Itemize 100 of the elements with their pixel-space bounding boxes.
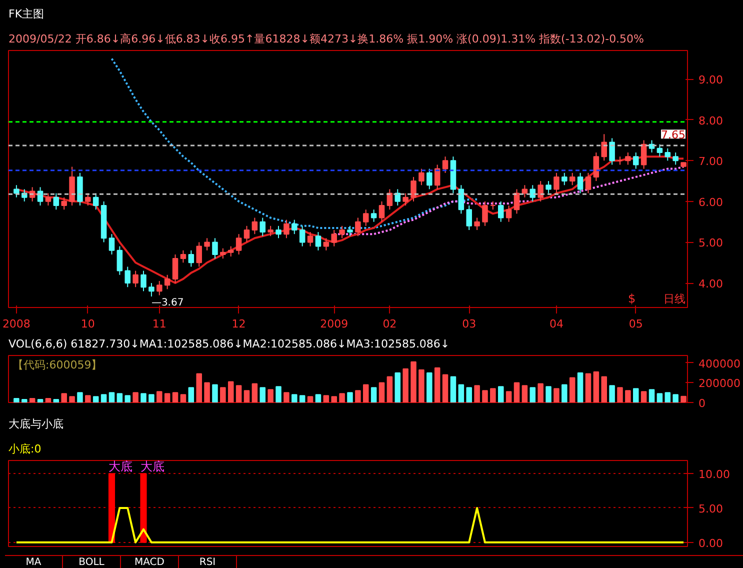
candlestick — [569, 172, 576, 186]
bar — [648, 389, 655, 402]
bar — [188, 387, 194, 402]
candlestick — [196, 242, 202, 268]
candlestick — [45, 192, 52, 206]
candlestick — [268, 225, 274, 237]
candlestick — [140, 270, 146, 292]
candlestick — [315, 232, 322, 251]
candlestick — [252, 217, 258, 235]
annotation: 大底 — [140, 460, 165, 474]
y-tick-label: 9.00 — [698, 74, 723, 87]
bar — [331, 396, 337, 402]
chart-title: FK主图 — [8, 8, 44, 20]
annotation: 【代码:600059】 — [12, 358, 102, 372]
candlestick — [514, 188, 520, 214]
bar — [260, 387, 266, 402]
bar — [434, 367, 440, 402]
bar — [323, 395, 330, 402]
x-tick-label: 05 — [628, 318, 643, 330]
bar — [680, 396, 686, 402]
bar — [37, 399, 44, 402]
bar — [92, 396, 99, 402]
candlestick — [664, 148, 671, 162]
candlestick — [585, 172, 592, 194]
bar — [77, 392, 83, 402]
candlestick — [672, 152, 678, 166]
bar — [132, 392, 138, 402]
candlestick — [323, 238, 330, 251]
y-tick-label: 8.00 — [698, 114, 723, 128]
bar — [29, 398, 36, 402]
candlestick — [458, 184, 464, 214]
x-tick-label: 2008 — [2, 318, 30, 330]
bar — [490, 388, 496, 402]
bar — [386, 376, 393, 402]
bar — [228, 381, 234, 402]
y-tick-label: 5.00 — [698, 502, 723, 516]
y-tick-label: 200000 — [698, 377, 740, 390]
candlestick — [633, 152, 639, 170]
annotation: 7.65 — [661, 128, 686, 142]
candlestick — [53, 192, 60, 210]
bar — [546, 386, 552, 402]
bar — [355, 390, 361, 402]
bar — [530, 387, 536, 402]
candlestick — [546, 180, 552, 194]
bar — [514, 382, 520, 402]
candlestick — [307, 232, 314, 247]
bar — [220, 387, 226, 402]
bar — [474, 385, 480, 402]
bar — [69, 396, 75, 402]
bar — [370, 387, 377, 402]
annotation: 大底 — [108, 460, 133, 474]
chart-subtitle: 2009/05/22 开6.86↓高6.96↓低6.83↓收6.95↑量61828↓额4273↓换1.86% 振1.90% 涨(0.09)1.31% 指数(-13.02)-0.50% — [8, 32, 644, 46]
candlestick — [292, 219, 298, 235]
candlestick — [466, 205, 472, 230]
x-tick-label: 2009 — [320, 318, 348, 330]
bar — [410, 361, 416, 402]
candlestick — [347, 225, 353, 237]
bar — [148, 394, 154, 402]
bar — [204, 382, 210, 402]
y-tick-label: 0 — [698, 397, 706, 410]
bar — [196, 373, 202, 402]
candlestick — [108, 234, 115, 255]
bar — [466, 387, 472, 402]
candlestick — [339, 225, 345, 239]
bar — [156, 391, 162, 402]
bar — [538, 383, 544, 402]
bar — [124, 395, 131, 402]
candlestick — [164, 274, 170, 290]
x-tick-label: 10 — [80, 318, 95, 330]
bar — [609, 385, 615, 402]
bar — [268, 389, 274, 402]
bar — [482, 390, 488, 402]
bar — [276, 386, 282, 402]
text: MA — [5, 556, 63, 568]
bar — [284, 392, 290, 402]
bar — [14, 398, 20, 402]
bar — [347, 392, 353, 402]
candlestick — [61, 196, 67, 210]
candlestick — [530, 184, 536, 202]
bar — [577, 372, 584, 402]
bar — [562, 384, 568, 402]
candlestick — [538, 180, 544, 202]
bar — [307, 396, 314, 402]
x-tick-label: 03 — [462, 318, 476, 330]
candlestick — [442, 156, 448, 174]
candlestick — [482, 200, 488, 226]
candlestick — [331, 229, 337, 247]
bar — [418, 369, 424, 402]
bar — [402, 368, 408, 402]
candlestick — [220, 248, 226, 260]
bar — [506, 391, 512, 402]
x-tick-label: 11 — [152, 318, 166, 330]
candlestick — [148, 282, 154, 297]
bar — [601, 376, 607, 402]
bar — [140, 393, 146, 402]
candlestick — [410, 176, 416, 202]
x-tick-label: 04 — [549, 318, 564, 330]
x-tick-label: 02 — [382, 318, 397, 330]
bar — [522, 385, 528, 402]
bar — [108, 392, 115, 402]
